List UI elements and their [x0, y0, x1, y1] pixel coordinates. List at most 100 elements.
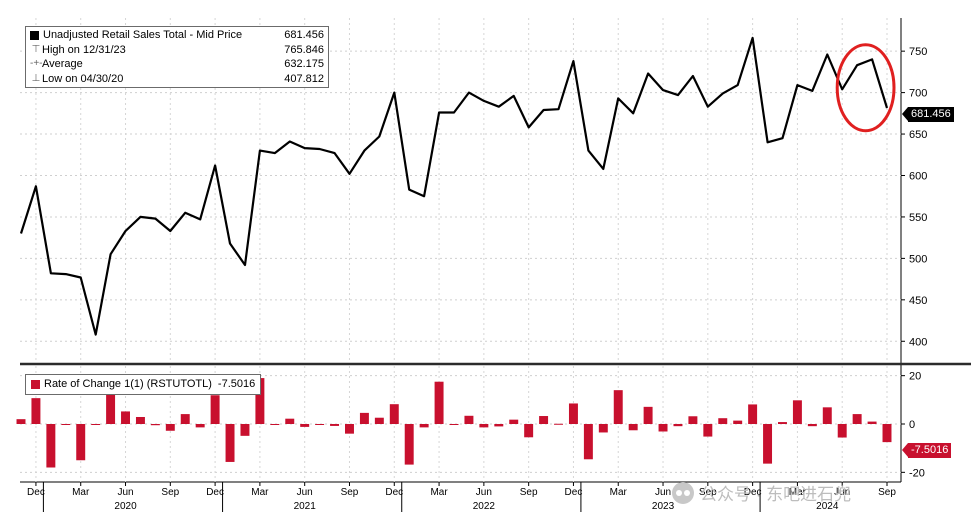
- price-tick-label: 750: [909, 46, 927, 58]
- roc-bar: [718, 418, 728, 424]
- x-month-label: Dec: [27, 487, 45, 498]
- x-month-label: Mar: [251, 487, 269, 498]
- x-month-label: Dec: [744, 487, 762, 498]
- roc-bar: [419, 424, 429, 428]
- x-month-label: Dec: [206, 487, 224, 498]
- price-tick-label: 650: [909, 129, 927, 141]
- price-series-line: [19, 36, 889, 336]
- legend-average-value: 632.175: [284, 58, 324, 70]
- x-month-label: Dec: [385, 487, 403, 498]
- price-tick-label: 600: [909, 170, 927, 182]
- roc-bar: [46, 424, 56, 468]
- roc-bar: [778, 422, 787, 424]
- price-tick-label: 500: [909, 253, 927, 265]
- roc-bar: [135, 416, 145, 424]
- roc-tick-label: 20: [909, 371, 921, 383]
- x-month-label: Jun: [655, 487, 671, 498]
- roc-bar: [315, 424, 325, 425]
- price-tick-label: 550: [909, 212, 927, 224]
- x-month-label: Jun: [476, 487, 492, 498]
- x-month-label: Sep: [341, 487, 359, 498]
- legend-low-label: Low on 04/30/20: [42, 72, 124, 85]
- low-marker-icon: ⊥: [31, 72, 41, 84]
- high-marker-icon: ⊤: [31, 43, 41, 55]
- roc-tick-label: 0: [909, 419, 915, 431]
- x-month-label: Sep: [161, 487, 179, 498]
- roc-bar: [837, 424, 847, 438]
- watermark: 公众号 · 东吧进石兜: [672, 480, 851, 505]
- roc-bar: [583, 424, 593, 460]
- roc-swatch: [31, 379, 40, 389]
- roc-bar: [748, 404, 758, 424]
- price-tick-label: 450: [909, 295, 927, 307]
- roc-bar: [509, 419, 519, 424]
- roc-bar: [554, 423, 563, 425]
- roc-tick-label: -20: [909, 467, 925, 479]
- roc-bar: [255, 378, 265, 424]
- roc-bar: [688, 416, 698, 424]
- roc-bar: [91, 424, 101, 425]
- roc-bar: [300, 424, 310, 427]
- roc-bar: [106, 378, 116, 424]
- x-month-label: Mar: [430, 487, 448, 498]
- roc-bar: [330, 424, 340, 426]
- roc-legend: Rate of Change 1(1) (RSTUTOTL) -7.5016: [25, 374, 262, 395]
- x-year-label: 2022: [473, 501, 496, 512]
- x-month-label: Dec: [565, 487, 583, 498]
- legend-title-value: 681.456: [284, 29, 324, 41]
- roc-bar: [792, 400, 802, 424]
- roc-bar: [464, 415, 474, 424]
- roc-bar: [539, 416, 549, 424]
- roc-bar: [195, 424, 205, 428]
- roc-bar: [628, 424, 638, 431]
- roc-bar: [524, 424, 534, 438]
- roc-bar: [285, 418, 295, 424]
- wechat-icon: [672, 481, 694, 504]
- roc-bar: [822, 407, 832, 424]
- price-legend: Unadjusted Retail Sales Total - Mid Pric…: [25, 26, 329, 88]
- x-month-label: Sep: [699, 487, 717, 498]
- roc-bar: [76, 424, 86, 461]
- average-marker-icon: -+-: [30, 58, 43, 69]
- highlight-ellipse: [835, 43, 896, 133]
- price-tick-label: 400: [909, 336, 927, 348]
- x-year-label: 2023: [652, 501, 675, 512]
- legend-low-value: 407.812: [284, 72, 324, 85]
- roc-bar: [703, 424, 713, 437]
- x-month-label: Jun: [834, 487, 850, 498]
- roc-bar: [434, 381, 444, 424]
- x-month-label: Jun: [297, 487, 313, 498]
- roc-bar: [867, 421, 877, 424]
- roc-bar: [225, 424, 235, 462]
- legend-high-label: High on 12/31/23: [42, 43, 126, 56]
- roc-bar: [494, 424, 504, 427]
- roc-bar: [852, 414, 862, 424]
- x-month-label: Mar: [72, 487, 90, 498]
- watermark-text: 公众号 · 东吧进石兜: [700, 485, 852, 504]
- roc-bar: [270, 424, 280, 425]
- roc-bar: [882, 424, 892, 443]
- roc-bar: [180, 414, 190, 424]
- roc-bar: [121, 411, 130, 424]
- last-price-tag: 681.456: [902, 107, 954, 122]
- last-roc-tag: -7.5016: [901, 443, 952, 458]
- roc-bar: [16, 419, 26, 424]
- roc-bar: [673, 424, 683, 427]
- roc-bar: [568, 403, 578, 424]
- roc-bar: [479, 424, 489, 428]
- roc-bar: [210, 395, 220, 424]
- roc-bar: [150, 424, 160, 426]
- x-year-label: 2021: [294, 501, 317, 512]
- x-month-label: Sep: [520, 487, 538, 498]
- roc-bar: [598, 424, 608, 433]
- roc-bar: [61, 424, 71, 425]
- roc-bar: [643, 406, 653, 424]
- roc-bar: [240, 424, 250, 436]
- roc-bar: [613, 390, 623, 424]
- x-year-label: 2024: [816, 501, 839, 512]
- roc-bar: [658, 424, 668, 432]
- roc-legend-value: -7.5016: [217, 378, 256, 390]
- x-month-label: Mar: [789, 487, 807, 498]
- roc-bar: [165, 424, 175, 431]
